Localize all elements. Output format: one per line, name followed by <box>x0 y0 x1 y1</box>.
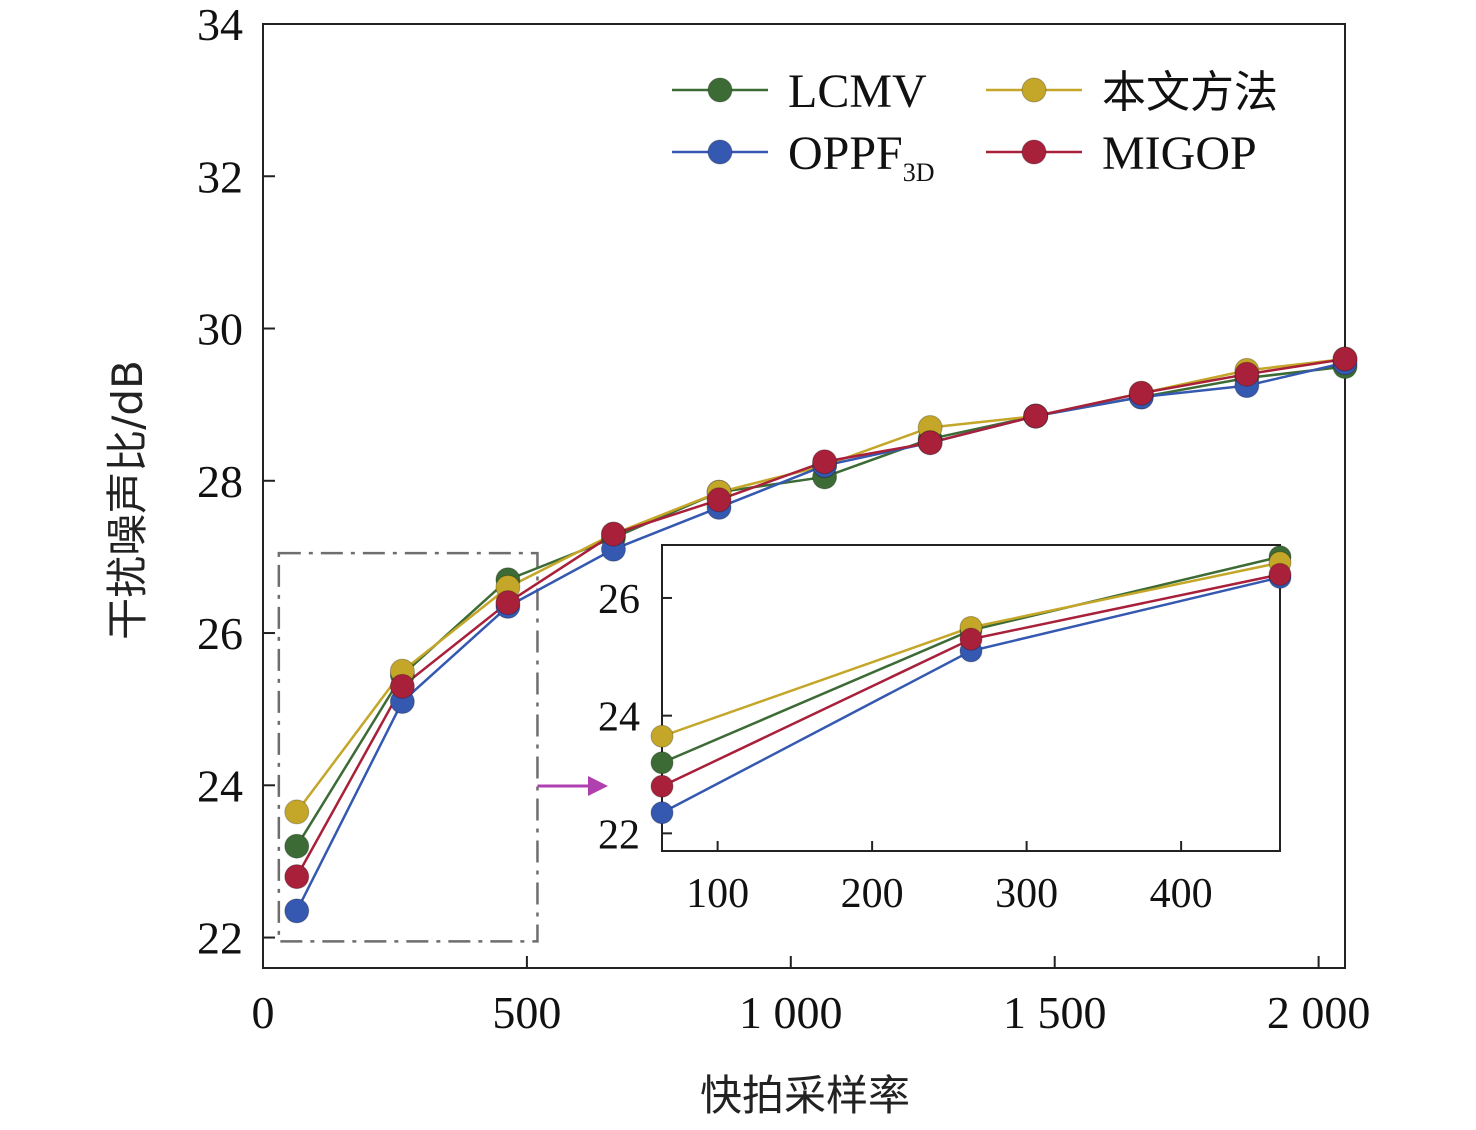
y-tick-label: 28 <box>197 456 243 507</box>
series-migop-point <box>812 449 838 475</box>
legend-item-proposed-marker <box>1021 77 1047 103</box>
inset-plot: 22 24 26 100 200 300 400 <box>537 544 1292 917</box>
x-tick-label: 2 000 <box>1267 987 1371 1038</box>
inset-y-tick-label: 22 <box>598 812 640 858</box>
legend-item-oppf-label: OPPF3D <box>788 127 935 187</box>
series-lcmv-point <box>284 833 310 859</box>
series-migop-point <box>284 864 310 890</box>
series-migop-point <box>1332 346 1358 372</box>
x-tick-label: 500 <box>492 987 561 1038</box>
x-tick-label: 1 000 <box>739 987 843 1038</box>
inset-series-oppf-point <box>650 801 674 825</box>
series-migop-point <box>389 673 415 699</box>
inset-series-migop-point <box>650 774 674 798</box>
x-tick-label: 0 <box>252 987 275 1038</box>
inset-y-tick-label: 26 <box>598 577 640 623</box>
series-oppf-point <box>284 898 310 924</box>
inset-x-tick-label: 100 <box>686 871 749 917</box>
legend-item-lcmv-label: LCMV <box>788 65 927 118</box>
plot-frame <box>262 23 1346 969</box>
x-axis-title: 快拍采样率 <box>700 1071 910 1120</box>
legend-item-proposed-label: 本文方法 <box>1102 67 1278 118</box>
series-migop-point <box>495 590 521 616</box>
series-migop-point <box>1128 380 1154 406</box>
inset-frame <box>661 544 1281 852</box>
legend-item-oppf-marker <box>707 139 733 165</box>
inset-series-proposed-point <box>650 724 674 748</box>
y-tick-label: 34 <box>197 0 243 50</box>
main-plot: 22 24 26 28 30 32 34 0 500 1 000 1 500 2 000 <box>197 0 1370 1038</box>
inset-series-migop-point <box>1268 562 1292 586</box>
series-migop-point <box>600 521 626 547</box>
legend-item-oppf-label-subscript: 3D <box>903 158 935 187</box>
zoom-arrow-head <box>588 776 608 796</box>
x-tick-label: 1 500 <box>1003 987 1107 1038</box>
series-migop-point <box>706 487 732 513</box>
inset-y-tick-label: 24 <box>598 695 640 741</box>
y-tick-label: 22 <box>197 913 243 964</box>
y-tick-label: 26 <box>197 608 243 659</box>
y-tick-label: 30 <box>197 304 243 355</box>
y-tick-label: 24 <box>197 760 243 811</box>
legend-item-migop-marker <box>1021 139 1047 165</box>
inset-series-lcmv-point <box>650 751 674 775</box>
zoom-region-box <box>277 551 539 943</box>
legend-item-lcmv-marker <box>707 77 733 103</box>
series-migop-point <box>917 430 943 456</box>
series-migop-point <box>1234 361 1260 387</box>
inset-x-tick-label: 300 <box>995 871 1058 917</box>
legend-item-migop-label: MIGOP <box>1102 127 1257 180</box>
series-migop-point <box>1023 403 1049 429</box>
inset-x-tick-label: 400 <box>1150 871 1213 917</box>
y-tick-label: 32 <box>197 151 243 202</box>
inset-series-migop-point <box>959 627 983 651</box>
inset-x-tick-label: 200 <box>841 871 904 917</box>
series-proposed-point <box>284 799 310 825</box>
y-axis-title: 干扰噪声比/dB <box>103 360 152 640</box>
legend: LCMV 本文方法 OPPF3D MIGOP <box>672 65 1278 187</box>
